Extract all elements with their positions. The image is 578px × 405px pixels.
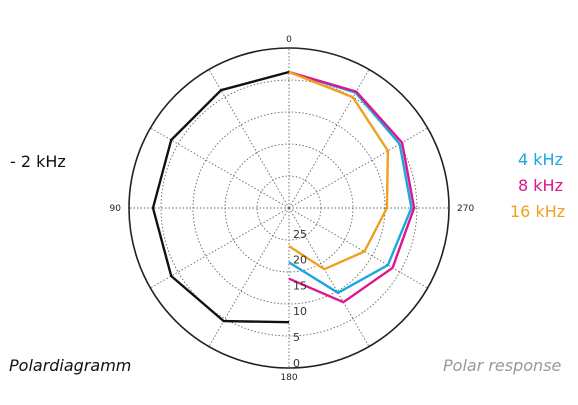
radial-tick-label: 15 [293,279,307,292]
angle-tick-label: 180 [280,373,297,383]
caption-polar-response: Polar response [443,356,561,375]
series-curves [153,72,414,322]
series-curve-2 [289,72,414,302]
tick-labels: 0 90 270 180 25 20 15 10 5 0 [110,35,475,383]
caption-polardiagramm: Polardiagramm [9,356,131,375]
radial-tick-label: 5 [293,331,300,344]
grid-spoke [209,208,289,347]
series-curve-1 [289,72,411,293]
radial-tick-label: 0 [293,357,300,370]
polar-grid [129,48,449,368]
angle-tick-label: 0 [286,35,292,45]
radial-tick-label: 10 [293,305,307,318]
grid-spoke [289,69,369,208]
legend-left-2khz: - 2 kHz [10,152,66,171]
radial-tick-label: 20 [293,254,307,267]
legend-4khz: 4 kHz [518,150,563,169]
series-curve-0 [153,72,289,322]
legend-8khz: 8 kHz [518,176,563,195]
legend-16khz: 16 kHz [510,202,565,221]
angle-tick-label: 270 [457,204,474,214]
radial-tick-label: 25 [293,228,307,241]
angle-tick-label: 90 [110,204,122,214]
